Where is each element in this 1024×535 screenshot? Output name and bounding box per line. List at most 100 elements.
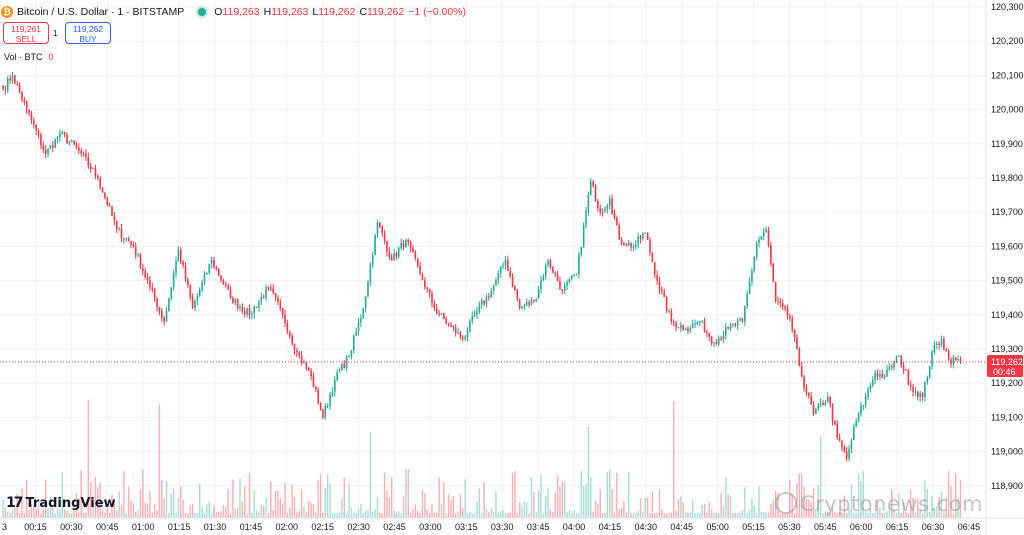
candle-body bbox=[791, 318, 794, 330]
candle-body bbox=[559, 281, 561, 290]
candle-body bbox=[454, 327, 457, 334]
volume-bar bbox=[355, 513, 357, 518]
candle-body bbox=[540, 280, 542, 290]
volume-bar bbox=[116, 510, 118, 518]
volume-bar bbox=[848, 508, 850, 518]
volume-bar bbox=[244, 486, 246, 518]
candle-body bbox=[371, 254, 374, 265]
candle-body bbox=[758, 239, 760, 243]
volume-bar bbox=[559, 486, 561, 518]
volume-bar bbox=[336, 513, 338, 518]
volume-bar bbox=[21, 488, 23, 518]
volume-bar bbox=[424, 493, 426, 518]
candle-body bbox=[871, 379, 874, 386]
volume-bar bbox=[203, 513, 206, 518]
candle-body bbox=[912, 386, 914, 392]
candle-body bbox=[696, 322, 699, 324]
candle-body bbox=[952, 357, 955, 365]
candle-body bbox=[684, 328, 687, 331]
volume-bar bbox=[322, 512, 324, 518]
candle-body bbox=[732, 323, 734, 325]
candle-body bbox=[725, 326, 727, 336]
candle-body bbox=[317, 389, 320, 404]
volume-bar bbox=[684, 512, 687, 518]
candle-body bbox=[37, 130, 40, 135]
volume-bar bbox=[862, 470, 865, 518]
volume-bar bbox=[135, 511, 137, 518]
candle-body bbox=[255, 306, 258, 308]
volume-bar bbox=[566, 511, 568, 518]
volume-bar bbox=[746, 512, 748, 518]
volume-bar bbox=[372, 511, 374, 518]
candle-body bbox=[523, 305, 526, 307]
tradingview-logo[interactable]: 17 TradingView bbox=[6, 495, 116, 511]
volume-bar bbox=[317, 480, 319, 518]
volume-bar bbox=[950, 486, 952, 518]
price-tick-label: 120,300 bbox=[991, 2, 1024, 12]
candle-body bbox=[163, 317, 165, 322]
volume-bar bbox=[815, 508, 817, 518]
volume-bar bbox=[715, 513, 718, 518]
candle-body bbox=[860, 405, 862, 415]
candle-body bbox=[431, 293, 433, 304]
candle-body bbox=[632, 246, 635, 248]
volume-bar bbox=[222, 504, 225, 518]
time-tick-label: 04:30 bbox=[635, 522, 658, 532]
volume-bar bbox=[677, 499, 680, 518]
price-tick-label: 119,200 bbox=[991, 378, 1023, 388]
buy-button[interactable]: 119,262 BUY bbox=[65, 22, 111, 44]
candle-body bbox=[578, 254, 580, 274]
volume-bar bbox=[220, 510, 222, 518]
candle-body bbox=[11, 75, 14, 81]
volume-bar bbox=[722, 506, 725, 518]
candle-body bbox=[706, 332, 708, 334]
volume-bar bbox=[936, 506, 938, 518]
sell-button[interactable]: 119,261 SELL bbox=[3, 22, 49, 44]
candle-body bbox=[682, 325, 684, 331]
volume-bar bbox=[869, 508, 872, 518]
volume-bar bbox=[260, 504, 263, 518]
volume-bar bbox=[241, 501, 244, 518]
volume-bar bbox=[850, 484, 853, 518]
candle-body bbox=[324, 406, 327, 418]
volume-bar bbox=[779, 513, 782, 518]
candle-body bbox=[492, 285, 495, 291]
candle-body bbox=[241, 307, 244, 312]
candle-body bbox=[381, 226, 383, 234]
volume-bar bbox=[362, 513, 364, 518]
volume-bar bbox=[170, 493, 172, 518]
volume-bar bbox=[153, 504, 156, 518]
candle-body bbox=[104, 192, 106, 198]
candle-body bbox=[59, 133, 61, 138]
volume-legend[interactable]: Vol · BTC 0 bbox=[4, 52, 54, 62]
candle-body bbox=[668, 311, 670, 313]
candle-body bbox=[113, 215, 116, 221]
volume-bar bbox=[412, 509, 414, 518]
price-tick-label: 119,900 bbox=[991, 139, 1023, 149]
time-tick-label: 02:00 bbox=[276, 522, 299, 532]
candle-body bbox=[886, 369, 888, 377]
market-status-icon[interactable] bbox=[198, 8, 207, 16]
volume-value: 0 bbox=[48, 52, 54, 62]
volume-bar bbox=[924, 480, 926, 518]
buy-label: BUY bbox=[79, 34, 97, 44]
candle-body bbox=[291, 335, 293, 344]
volume-bar bbox=[701, 505, 703, 518]
candle-body bbox=[675, 322, 677, 328]
volume-bar bbox=[827, 512, 829, 518]
volume-bar bbox=[758, 486, 760, 518]
symbol-title[interactable]: Bitcoin / U.S. Dollar · 1 · BITSTAMP bbox=[17, 6, 185, 18]
candle-body bbox=[153, 289, 156, 299]
volume-bar bbox=[11, 510, 14, 518]
volume-bar bbox=[464, 479, 466, 518]
volume-bar bbox=[208, 501, 210, 518]
volume-bar bbox=[680, 496, 682, 518]
candle-body bbox=[646, 232, 649, 240]
candle-body bbox=[502, 265, 504, 267]
volume-bar bbox=[227, 489, 229, 518]
volume-bar bbox=[213, 505, 215, 518]
candle-body bbox=[789, 315, 791, 319]
volume-bar bbox=[319, 473, 322, 518]
candle-body bbox=[402, 242, 405, 248]
